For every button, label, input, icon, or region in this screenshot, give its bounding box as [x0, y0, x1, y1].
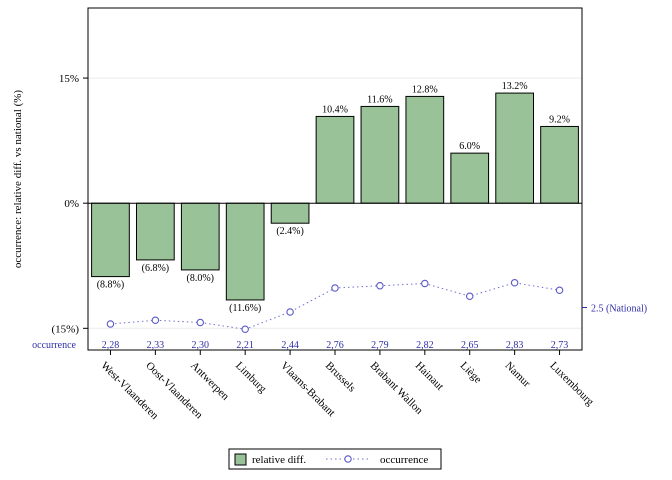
occurrence-point	[106, 320, 115, 328]
y-axis-title: occurrence: relative diff. vs national (…	[12, 90, 24, 268]
bar-data-label: 9.2%	[549, 114, 570, 125]
occurrence-point	[421, 279, 429, 288]
occurrence-value-label: 2,28	[102, 340, 120, 351]
bar	[450, 152, 490, 204]
occurrence-point	[376, 281, 384, 290]
y-tick-label: (15%)	[52, 323, 80, 335]
occurrence-point	[331, 284, 339, 292]
occurrence-point	[241, 325, 249, 333]
x-tick-label: Namur	[503, 360, 533, 390]
bar	[540, 125, 579, 204]
bar	[136, 202, 175, 261]
legend-swatch-bar	[234, 453, 247, 466]
national-reference-label: 2.5 (National)	[591, 304, 647, 315]
x-tick-label: Hainaut	[413, 360, 446, 393]
bar	[180, 202, 220, 271]
bar-data-label: (6.8%)	[142, 263, 170, 274]
bar	[360, 105, 400, 204]
bar	[91, 202, 130, 278]
legend-label-bar: relative diff.	[252, 454, 306, 466]
occurrence-point	[555, 286, 564, 294]
occurrence-point	[465, 292, 474, 300]
bar-data-label: 13.2%	[502, 81, 528, 92]
bar-data-label: (8.8%)	[97, 280, 125, 291]
bar-data-label: 10.4%	[322, 104, 348, 115]
bar	[225, 202, 265, 301]
bar-data-label: 11.6%	[367, 94, 392, 105]
occurrence-value-label: 2,76	[326, 340, 344, 351]
x-tick-label: Liège	[458, 360, 484, 386]
x-tick-label: Limburg	[233, 360, 269, 396]
occurrence-value-label: 2,82	[416, 340, 434, 351]
occurrence-value-label: 2,30	[192, 340, 210, 351]
y-tick-label: 15%	[59, 73, 79, 85]
x-tick-label: Antwerpen	[188, 360, 231, 403]
bar-data-label: 12.8%	[412, 84, 438, 95]
x-tick-label: Brussels	[323, 360, 358, 395]
bar	[315, 115, 355, 204]
x-tick-label: Luxembourg	[547, 360, 596, 409]
legend-label-occurrence: occurrence	[380, 454, 428, 466]
bar-data-label: (11.6%)	[229, 303, 261, 314]
occurrence-value-label: 2,83	[506, 340, 524, 351]
legend-swatch-point	[344, 455, 352, 463]
occurrence-point	[196, 318, 205, 327]
occurrence-point	[510, 278, 519, 287]
occurrence-value-label: 2,65	[461, 340, 479, 351]
bar	[405, 95, 445, 204]
occurrence-value-label: 2,44	[281, 340, 299, 351]
occurrence-row-label: occurrence	[32, 340, 76, 351]
bar-data-label: 6.0%	[459, 141, 480, 152]
occurrence-value-label: 2,21	[236, 340, 254, 351]
bar	[270, 202, 310, 224]
bar-data-label: (8.0%)	[187, 273, 215, 284]
occurrence-point	[286, 308, 294, 316]
occurrence-value-label: 2,33	[147, 340, 165, 351]
occurrence-value-label: 2,79	[371, 340, 389, 351]
bar-data-label: (2.4%)	[276, 226, 304, 237]
occurrence-point	[151, 316, 160, 324]
y-tick-label: 0%	[64, 198, 79, 210]
bar	[495, 92, 534, 204]
occurrence-value-label: 2,73	[551, 340, 569, 351]
